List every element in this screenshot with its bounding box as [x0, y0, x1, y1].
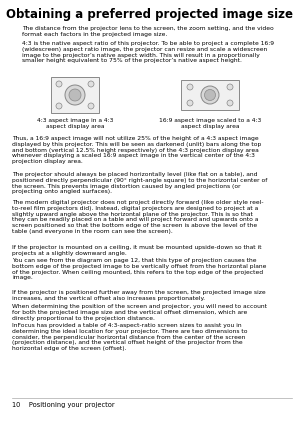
Circle shape — [56, 103, 62, 109]
Text: 4:3 aspect image in a 4:3
aspect display area: 4:3 aspect image in a 4:3 aspect display… — [37, 118, 113, 129]
FancyBboxPatch shape — [181, 80, 239, 110]
Text: InFocus has provided a table of 4:3-aspect-ratio screen sizes to assist you in
d: InFocus has provided a table of 4:3-aspe… — [12, 323, 247, 351]
Text: If the projector is positioned further away from the screen, the projected image: If the projector is positioned further a… — [12, 290, 266, 301]
Text: 16:9 aspect image scaled to a 4:3
aspect display area: 16:9 aspect image scaled to a 4:3 aspect… — [159, 118, 261, 129]
Circle shape — [65, 85, 85, 105]
Circle shape — [69, 89, 81, 101]
Circle shape — [205, 90, 215, 100]
Circle shape — [201, 86, 219, 104]
Circle shape — [88, 103, 94, 109]
Circle shape — [88, 81, 94, 87]
Circle shape — [227, 84, 233, 90]
Text: The modern digital projector does not project directly forward (like older style: The modern digital projector does not pr… — [12, 200, 263, 234]
Text: You can see from the diagram on page 12, that this type of projection causes the: You can see from the diagram on page 12,… — [12, 258, 266, 280]
Text: 4:3 is the native aspect ratio of this projector. To be able to project a comple: 4:3 is the native aspect ratio of this p… — [22, 41, 274, 63]
Text: The distance from the projector lens to the screen, the zoom setting, and the vi: The distance from the projector lens to … — [22, 26, 274, 37]
Text: Thus, a 16:9 aspect image will not utilize 25% of the height of a 4:3 aspect ima: Thus, a 16:9 aspect image will not utili… — [12, 136, 261, 164]
Circle shape — [187, 100, 193, 106]
FancyBboxPatch shape — [51, 77, 99, 113]
Text: When determining the position of the screen and projector, you will need to acco: When determining the position of the scr… — [12, 304, 267, 320]
Text: If the projector is mounted on a ceiling, it must be mounted upside-down so that: If the projector is mounted on a ceiling… — [12, 245, 262, 256]
Text: Obtaining a preferred projected image size: Obtaining a preferred projected image si… — [7, 8, 293, 21]
Circle shape — [227, 100, 233, 106]
Circle shape — [187, 84, 193, 90]
Text: The projector should always be placed horizontally level (like flat on a table),: The projector should always be placed ho… — [12, 172, 267, 194]
Text: 10    Positioning your projector: 10 Positioning your projector — [12, 402, 115, 408]
Circle shape — [56, 81, 62, 87]
